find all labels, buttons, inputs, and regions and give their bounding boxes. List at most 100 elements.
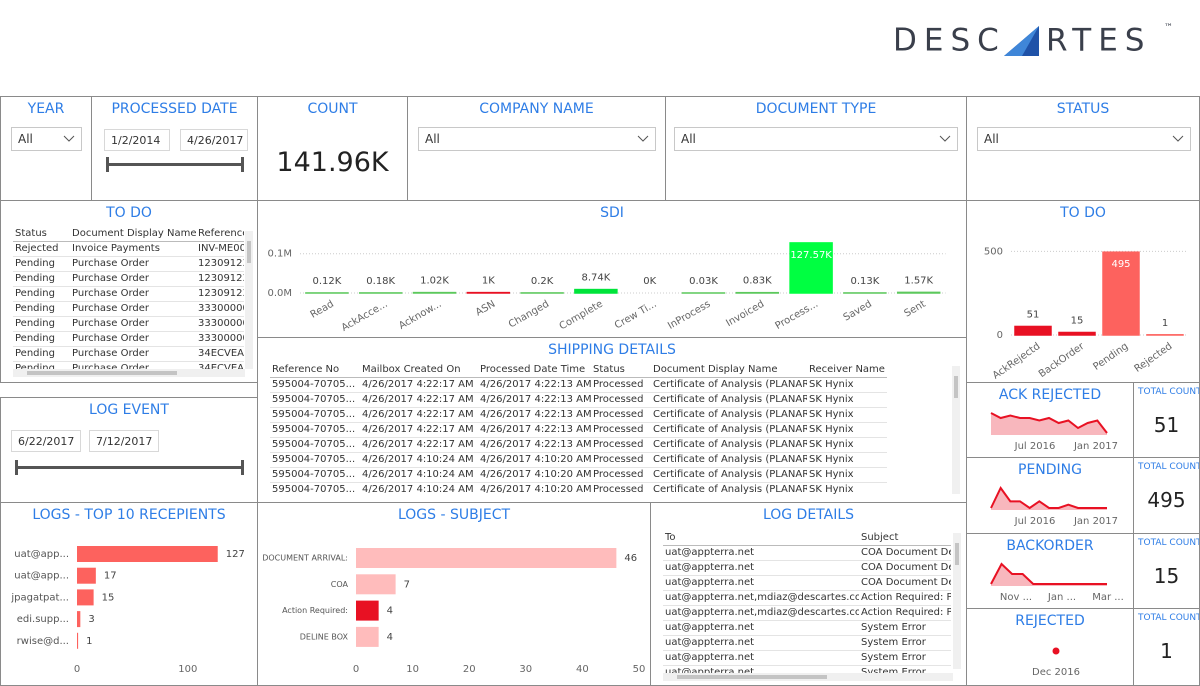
- cell: Certificate of Analysis (PLANAR): [651, 452, 807, 468]
- y-tick-label: uat@app...: [14, 571, 69, 582]
- x-tick-label: 0: [353, 664, 359, 675]
- table-row: uat@appterra.net,mdiaz@descartes.com Acti…: [663, 605, 951, 621]
- cell: Pending: [13, 361, 70, 371]
- kpi-svg: REJECTED Dec 2016: [1015, 613, 1085, 678]
- cell: Action Required: PO ...: [859, 605, 951, 621]
- cell: SK Hynix: [807, 392, 887, 408]
- cell: Rejected: [13, 241, 70, 257]
- year-dropdown[interactable]: All: [11, 127, 82, 151]
- subject-panel: LOGS - SUBJECT 0 10 20 30 40 50 46 DOCUMENT ARR…: [257, 502, 651, 686]
- bar: [356, 600, 379, 621]
- value-label: 0K: [643, 276, 656, 287]
- date-slider[interactable]: [106, 157, 244, 172]
- total-value: 51: [1153, 413, 1180, 437]
- bar: [1014, 325, 1052, 336]
- x-tick-label: 20: [463, 664, 476, 675]
- cell: COA Document Delivery: [859, 575, 951, 591]
- company-dropdown[interactable]: All: [418, 127, 656, 151]
- cell: 4/26/2017 4:10:20 AM: [478, 482, 591, 497]
- cell: Pending: [13, 301, 70, 317]
- sparkline-area: [991, 488, 1107, 510]
- start-date[interactable]: 6/22/2017: [11, 430, 81, 452]
- x-tick-label: Pending: [1091, 341, 1130, 373]
- bar: [789, 242, 833, 294]
- scrollbar[interactable]: [245, 231, 253, 369]
- cell: Invoice Payments: [70, 241, 196, 257]
- table-row: 595004-70705... 4/26/2017 4:22:17 AM 4/26/…: [270, 377, 887, 393]
- table-row: 595004-70705... 4/26/2017 4:22:17 AM 4/26/…: [270, 422, 887, 438]
- kpi-title: REJECTED: [1015, 613, 1085, 629]
- cell: Purchase Order: [70, 286, 196, 302]
- cell: 33300000: [196, 316, 244, 332]
- cell: System Error: [859, 665, 951, 675]
- total-value: 1: [1160, 639, 1173, 663]
- shipping-panel: SHIPPING DETAILS Reference No Mailbox Cre…: [257, 337, 967, 503]
- cell: 4/26/2017 4:22:13 AM: [478, 392, 591, 408]
- cell: Pending: [13, 286, 70, 302]
- x-tick-label: 40: [576, 664, 589, 675]
- cell: Pending: [13, 271, 70, 287]
- x-tick-label: Crew Ti...: [613, 299, 659, 332]
- scrollbar[interactable]: [663, 673, 953, 681]
- sparkline: [990, 412, 1108, 434]
- cell: 33300000: [196, 331, 244, 347]
- cell: uat@appterra.net: [663, 560, 859, 576]
- panel-title: TO DO: [106, 205, 152, 221]
- cell: Purchase Order: [70, 256, 196, 272]
- column-header: To: [663, 531, 859, 546]
- cell: Certificate of Analysis (PLANAR): [651, 437, 807, 453]
- status-dropdown[interactable]: All: [977, 127, 1191, 151]
- cell: Certificate of Analysis (PLANAR): [651, 377, 807, 393]
- cell: Processed: [591, 422, 651, 438]
- bar: [356, 574, 396, 595]
- start-date[interactable]: 1/2/2014: [104, 129, 170, 151]
- date-slider[interactable]: [15, 460, 244, 475]
- y-tick-label: COA: [331, 580, 349, 589]
- bar: [77, 611, 81, 628]
- chevron: [63, 135, 75, 142]
- column-header: Processed Date Time: [478, 363, 591, 378]
- cell: uat@appterra.net: [663, 665, 859, 675]
- total-label: TOTAL COUNT: [1138, 613, 1200, 623]
- cell: 4/26/2017 4:10:24 AM: [360, 482, 478, 497]
- cell: System Error: [859, 635, 951, 651]
- cell: SK Hynix: [807, 482, 887, 497]
- chevron: [637, 135, 649, 142]
- value-label: 0.12K: [312, 276, 341, 287]
- cell: Purchase Order: [70, 271, 196, 287]
- cell: 4/26/2017 4:10:24 AM: [360, 452, 478, 468]
- value-label: 46: [624, 553, 637, 564]
- value-label: 15: [1071, 315, 1084, 326]
- table-row: uat@appterra.net System Error: [663, 665, 951, 675]
- cell: uat@appterra.net,mdiaz@descartes.com: [663, 590, 859, 606]
- cell: 595004-70705...: [270, 467, 360, 483]
- y-tick-label: edi.supp...: [17, 614, 69, 625]
- table-row: Pending Purchase Order 12309123: [13, 286, 244, 302]
- panel-title: COMPANY NAME: [479, 101, 594, 117]
- scrollbar[interactable]: [13, 369, 245, 377]
- document-type-dropdown[interactable]: All: [674, 127, 958, 151]
- x-tick-label: Saved: [842, 299, 874, 324]
- value-label: 1: [1162, 318, 1168, 329]
- end-date[interactable]: 7/12/2017: [89, 430, 159, 452]
- panel-title: DOCUMENT TYPE: [755, 101, 877, 117]
- x-tick-label: Read: [309, 299, 336, 321]
- header-row: Status Document Display Name Reference: [13, 227, 244, 242]
- cell: 4/26/2017 4:10:24 AM: [360, 467, 478, 483]
- total-label: TOTAL COUNT: [1138, 462, 1200, 472]
- scrollbar[interactable]: [953, 533, 961, 669]
- cell: Processed: [591, 467, 651, 483]
- y-tick-label: uat@app...: [14, 549, 69, 560]
- value-label: 1.57K: [904, 275, 933, 286]
- end-date[interactable]: 4/26/2017: [180, 129, 248, 151]
- column-header: Reference No: [270, 363, 360, 378]
- logo-right: RTES: [1046, 23, 1152, 59]
- panel-title: COUNT: [307, 101, 358, 117]
- x-tick-label: InProcess: [666, 299, 712, 332]
- kpi-card: REJECTED Dec 2016: [966, 608, 1134, 686]
- y-tick-label: DELINE BOX: [300, 632, 349, 641]
- table: Status Document Display Name Reference Reje…: [13, 227, 244, 371]
- bar: [77, 567, 96, 584]
- column-header: Status: [13, 227, 70, 242]
- scrollbar[interactable]: [952, 366, 960, 494]
